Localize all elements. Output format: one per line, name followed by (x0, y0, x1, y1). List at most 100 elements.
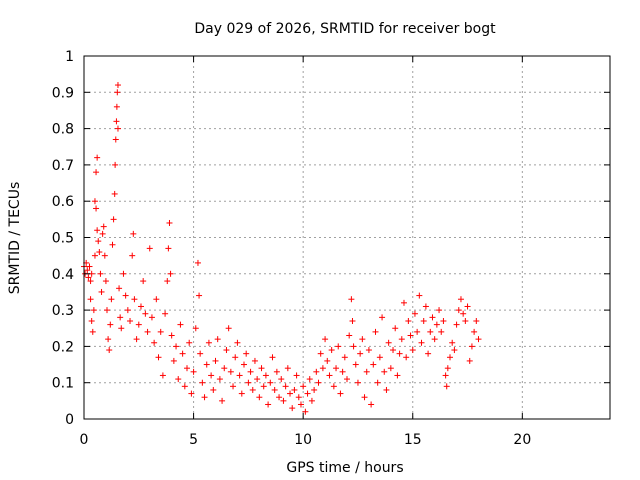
data-point (409, 347, 416, 354)
data-point (269, 354, 276, 361)
data-point (104, 307, 111, 314)
data-point (455, 307, 462, 314)
data-point (100, 223, 107, 230)
data-point (374, 379, 381, 386)
data-point (300, 383, 307, 390)
x-tick-label: 15 (404, 432, 422, 448)
data-point (214, 336, 221, 343)
data-point (129, 252, 136, 259)
data-point (164, 278, 171, 285)
data-point (346, 332, 353, 339)
data-point (124, 307, 131, 314)
data-point (273, 368, 280, 375)
data-point (84, 267, 91, 274)
data-point (107, 321, 114, 328)
data-point (247, 368, 254, 375)
data-point (348, 296, 355, 303)
data-point (280, 397, 287, 404)
x-axis-label: GPS time / hours (286, 460, 403, 476)
data-point (90, 307, 97, 314)
data-point (94, 154, 101, 161)
data-point (425, 350, 432, 357)
data-point (197, 350, 204, 357)
data-point (109, 241, 116, 248)
data-point (308, 397, 315, 404)
data-point (271, 386, 278, 393)
data-point (254, 376, 261, 383)
data-point (260, 383, 267, 390)
data-point (284, 365, 291, 372)
data-point (110, 216, 117, 223)
data-point (381, 368, 388, 375)
data-point (282, 383, 289, 390)
data-point (414, 328, 421, 335)
data-point (232, 354, 239, 361)
data-point (422, 303, 429, 310)
data-point (117, 314, 124, 321)
data-point (219, 397, 226, 404)
data-point (105, 336, 112, 343)
data-point (148, 314, 155, 321)
data-point (113, 103, 120, 110)
data-point (370, 361, 377, 368)
y-tick-label: 0.5 (52, 231, 74, 247)
data-point (223, 347, 230, 354)
data-point (112, 136, 119, 143)
data-point (289, 405, 296, 412)
data-point (137, 303, 144, 310)
data-point (352, 361, 359, 368)
data-point (387, 365, 394, 372)
plot-frame (83, 55, 611, 420)
y-tick-label: 1 (65, 49, 74, 65)
data-point (155, 354, 162, 361)
data-point (473, 317, 480, 324)
data-point (447, 354, 454, 361)
grid-lines (84, 56, 610, 419)
data-point (157, 328, 164, 335)
data-point (433, 321, 440, 328)
data-point (216, 376, 223, 383)
data-point (203, 361, 210, 368)
data-point (363, 368, 370, 375)
data-point (188, 390, 195, 397)
data-point (212, 357, 219, 364)
data-point (240, 361, 247, 368)
data-point (304, 390, 311, 397)
data-point (114, 89, 121, 96)
data-point (196, 292, 203, 299)
y-tick-label: 0.9 (52, 85, 74, 101)
data-point (173, 343, 180, 350)
y-tick-label: 0 (65, 412, 74, 428)
data-point (293, 372, 300, 379)
data-point (319, 365, 326, 372)
data-point (335, 343, 342, 350)
data-point (468, 343, 475, 350)
data-point (151, 339, 158, 346)
axis-ticks (83, 55, 610, 420)
data-point (181, 383, 188, 390)
data-point (122, 292, 129, 299)
data-point (322, 336, 329, 343)
data-point (146, 245, 153, 252)
data-point (427, 328, 434, 335)
y-axis-label: SRMTID / TECUs (7, 182, 23, 295)
data-point (85, 274, 92, 281)
data-point (199, 379, 206, 386)
data-point (114, 82, 121, 89)
data-point (140, 278, 147, 285)
data-point (179, 350, 186, 357)
data-point (186, 339, 193, 346)
data-point (120, 270, 127, 277)
data-point (201, 394, 208, 401)
data-point (210, 386, 217, 393)
data-point (431, 336, 438, 343)
data-point (420, 317, 427, 324)
data-point (221, 365, 228, 372)
data-point (94, 227, 101, 234)
data-point (258, 365, 265, 372)
data-point (365, 347, 372, 354)
data-point (175, 376, 182, 383)
data-point (330, 383, 337, 390)
data-point (111, 190, 118, 197)
